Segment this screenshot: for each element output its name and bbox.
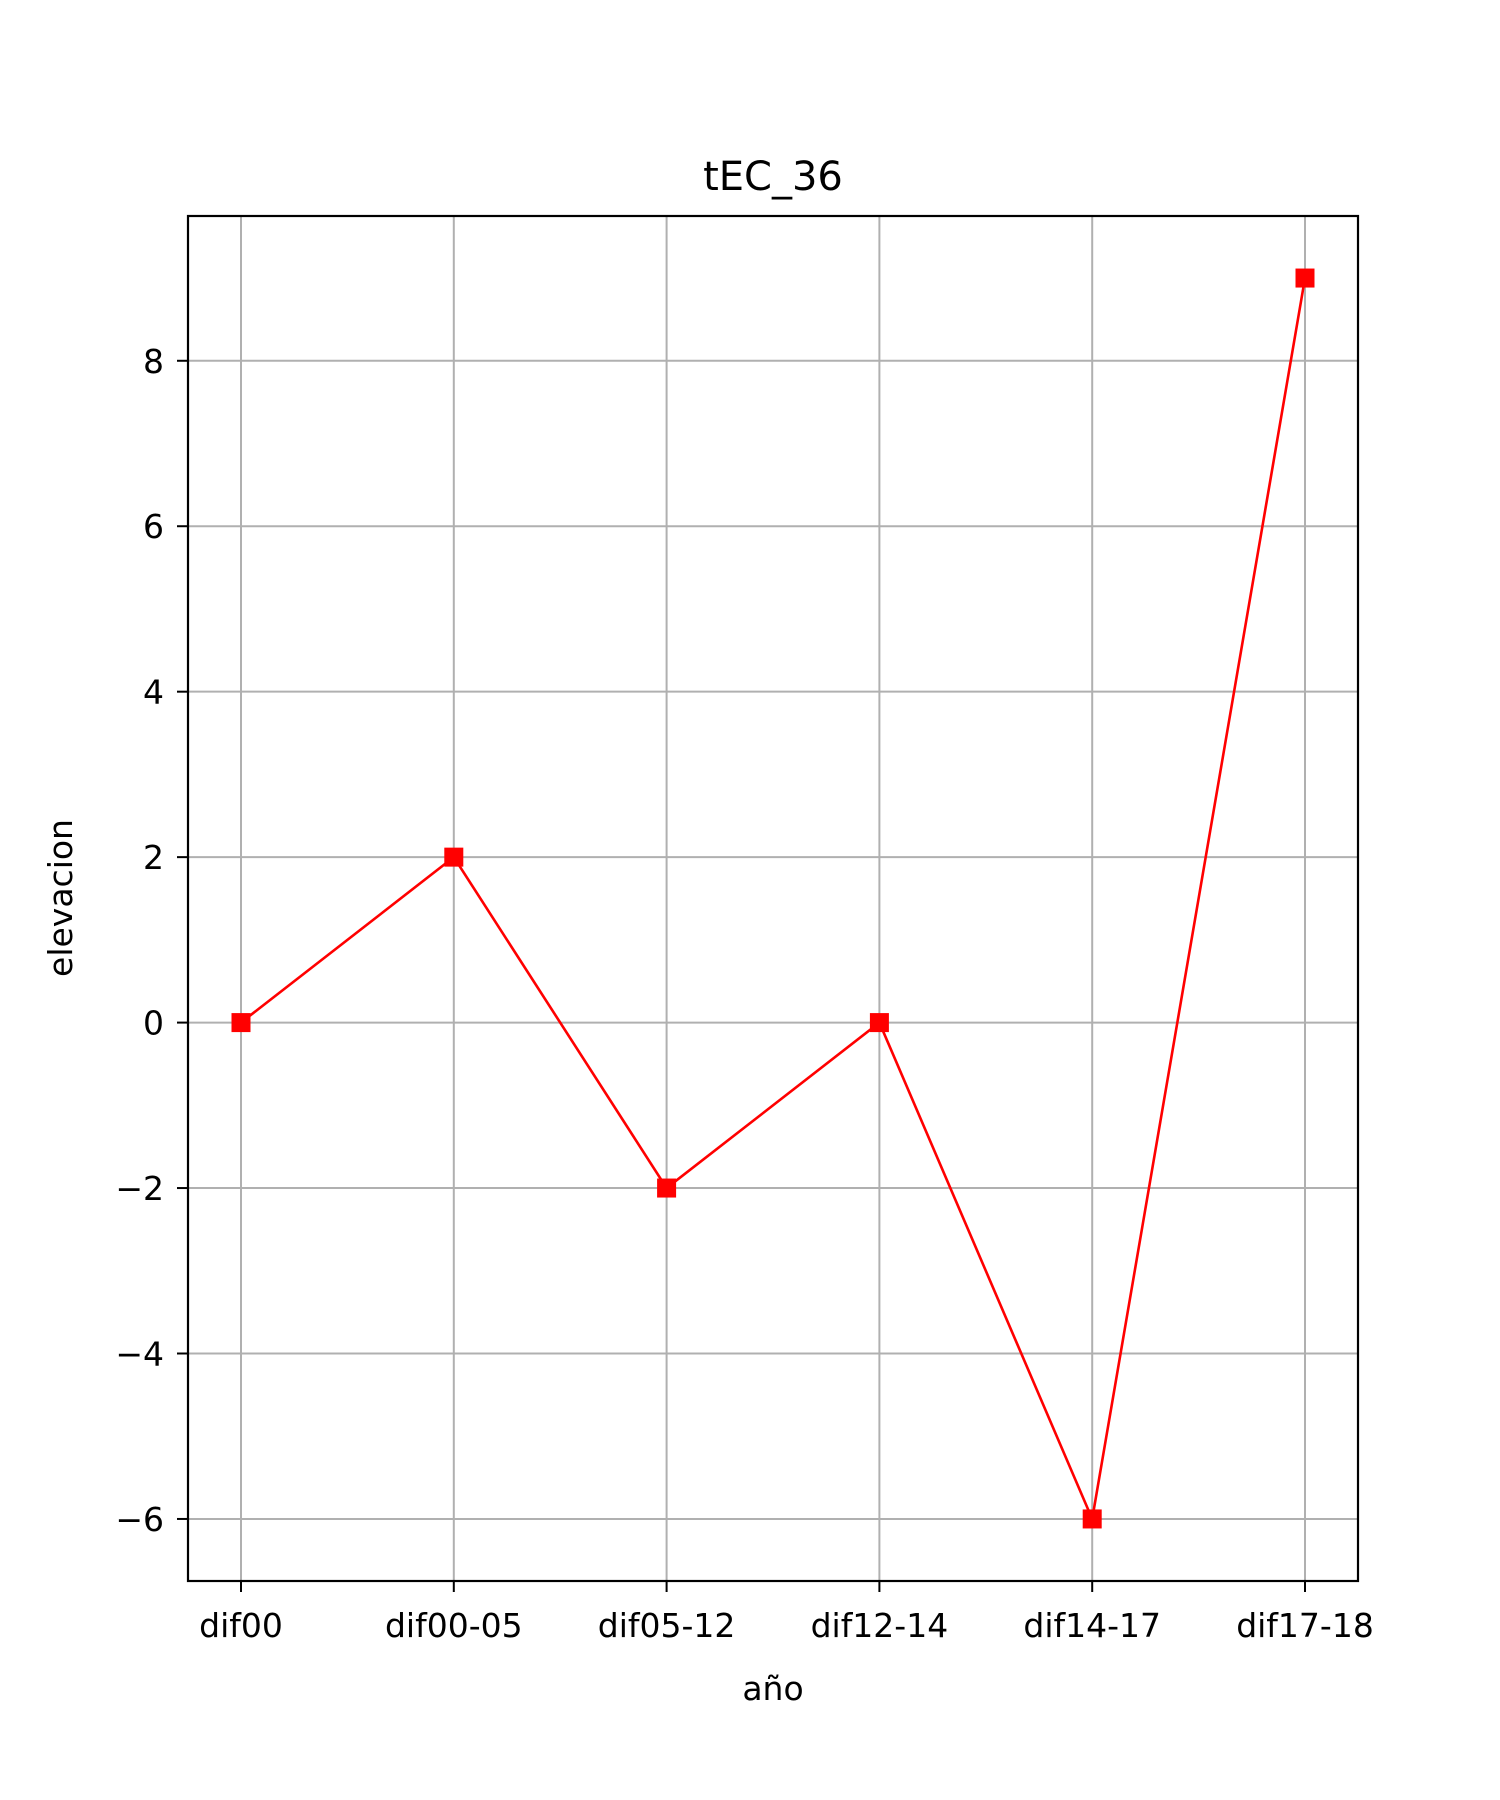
y-tick-label: 6: [143, 507, 164, 546]
series-line: [240, 277, 1307, 1524]
data-point-marker: [1082, 1509, 1102, 1529]
data-point-marker: [444, 847, 464, 867]
ticks: dif00 dif00-05 dif05-12 dif12-14 dif14-17 dif…: [115, 342, 1373, 1645]
x-tick-label: dif00-05: [385, 1606, 523, 1645]
chart-title: tEC_36: [703, 154, 843, 200]
x-tick-label: dif05-12: [598, 1606, 736, 1645]
y-tick-label: −4: [115, 1335, 164, 1374]
x-tick-label: dif00: [199, 1606, 283, 1645]
y-tick-label: 4: [143, 673, 164, 712]
x-tick-label: dif17-18: [1236, 1606, 1374, 1645]
data-point-marker: [1295, 268, 1315, 288]
x-tick-label: dif12-14: [811, 1606, 949, 1645]
y-tick-label: −6: [115, 1500, 164, 1539]
x-axis-label: año: [742, 1669, 803, 1708]
y-tick-label: 2: [143, 838, 164, 877]
x-tick-label: dif14-17: [1023, 1606, 1161, 1645]
plot-frame: [186, 214, 1360, 1583]
grid: [188, 216, 1358, 1581]
data-point-marker: [231, 1013, 251, 1033]
y-tick-label: −2: [115, 1169, 164, 1208]
y-axis-label: elevacion: [41, 819, 80, 977]
y-tick-label: 8: [143, 342, 164, 381]
y-tick-label: 0: [143, 1004, 164, 1043]
series-layer: [231, 268, 1315, 1529]
data-point-marker: [869, 1013, 889, 1033]
data-point-marker: [657, 1178, 677, 1198]
